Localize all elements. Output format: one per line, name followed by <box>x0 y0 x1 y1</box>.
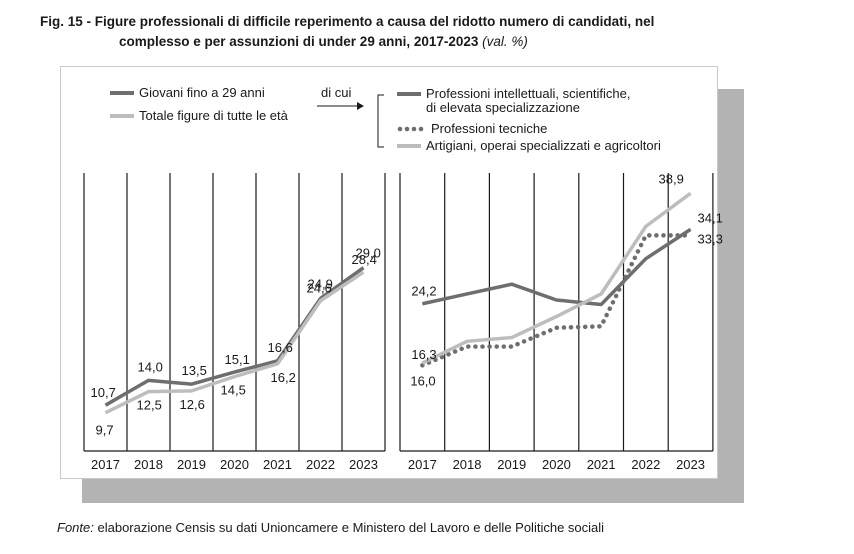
x-tick-label: 2021 <box>263 457 292 472</box>
x-tick-label: 2017 <box>408 457 437 472</box>
chart-left: 2017 2018 2019 2020 2021 2022 2023 10,7 14,0 13,5… <box>83 173 386 472</box>
title-line-2-text: complesso e per assunzioni di under 29 a… <box>119 34 479 49</box>
data-label: 10,7 <box>91 385 116 400</box>
x-tick-label: 2019 <box>497 457 526 472</box>
chart-right: 2017 2018 2019 2020 2021 2022 2023 24,2 34,1 16,0… <box>399 171 723 472</box>
data-label: 14,0 <box>138 359 163 374</box>
data-label: 12,5 <box>137 398 162 413</box>
data-label: 9,7 <box>96 423 114 438</box>
x-tick-label: 2019 <box>177 457 206 472</box>
data-label: 28,4 <box>352 252 377 267</box>
data-label: 12,6 <box>180 397 205 412</box>
x-tick-label: 2018 <box>134 457 163 472</box>
source-text: elaborazione Censis su dati Unioncamere … <box>97 520 605 535</box>
x-tick-label: 2018 <box>453 457 482 472</box>
data-label: 13,5 <box>182 363 207 378</box>
data-label: 34,1 <box>698 210 723 225</box>
x-tick-label: 2021 <box>587 457 616 472</box>
data-label: 15,1 <box>225 352 250 367</box>
chart-title: Fig. 15 - Figure professionali di diffic… <box>40 12 840 52</box>
data-label: 24,9 <box>308 276 333 291</box>
legend-label-r-series-1: Professioni tecniche <box>431 121 547 136</box>
legend-left: Giovani fino a 29 anni Totale figure di … <box>110 85 289 123</box>
title-line-1: Fig. 15 - Figure professionali di diffic… <box>40 14 655 29</box>
data-label: 24,2 <box>411 284 436 299</box>
legend-di-cui: di cui <box>321 85 351 100</box>
source-note: Fonte: elaborazione Censis su dati Union… <box>57 520 604 535</box>
x-tick-label: 2023 <box>349 457 378 472</box>
data-label: 38,9 <box>659 171 684 186</box>
title-line-2: complesso e per assunzioni di under 29 a… <box>40 32 840 52</box>
x-tick-label: 2020 <box>220 457 249 472</box>
data-label: 14,5 <box>221 383 246 398</box>
data-label: 16,6 <box>268 340 293 355</box>
source-label: Fonte: <box>57 520 94 535</box>
data-label: 16,2 <box>271 370 296 385</box>
data-label: 29,0 <box>356 246 381 261</box>
legend-label-r-series-2: Artigiani, operai specializzati e agrico… <box>426 138 661 153</box>
legend-connector: di cui <box>317 85 384 148</box>
x-tick-label: 2022 <box>631 457 660 472</box>
arrow-head <box>357 102 364 110</box>
data-label: 16,0 <box>410 373 435 388</box>
x-tick-label: 2017 <box>91 457 120 472</box>
series-line-0 <box>421 227 692 307</box>
legend-label-series-1: Totale figure di tutte le età <box>139 108 289 123</box>
legend-label-series-0: Giovani fino a 29 anni <box>139 85 265 100</box>
legend-bracket <box>377 94 384 148</box>
data-label: 16,3 <box>411 347 436 362</box>
data-label: 24,6 <box>307 281 332 296</box>
x-tick-label: 2023 <box>676 457 705 472</box>
title-unit: (val. %) <box>482 34 528 49</box>
legend-swatch-r-series-1 <box>397 126 424 132</box>
series-line-2 <box>421 191 692 365</box>
x-tick-label: 2020 <box>542 457 571 472</box>
legend-label-r-series-0-line1: Professioni intellettuali, scientifiche, <box>426 86 631 101</box>
x-tick-label: 2022 <box>306 457 335 472</box>
data-label: 33,3 <box>698 231 723 246</box>
legend-right: Professioni intellettuali, scientifiche,… <box>397 86 661 153</box>
legend-label-r-series-0-line2: di elevata specializzazione <box>426 100 580 115</box>
